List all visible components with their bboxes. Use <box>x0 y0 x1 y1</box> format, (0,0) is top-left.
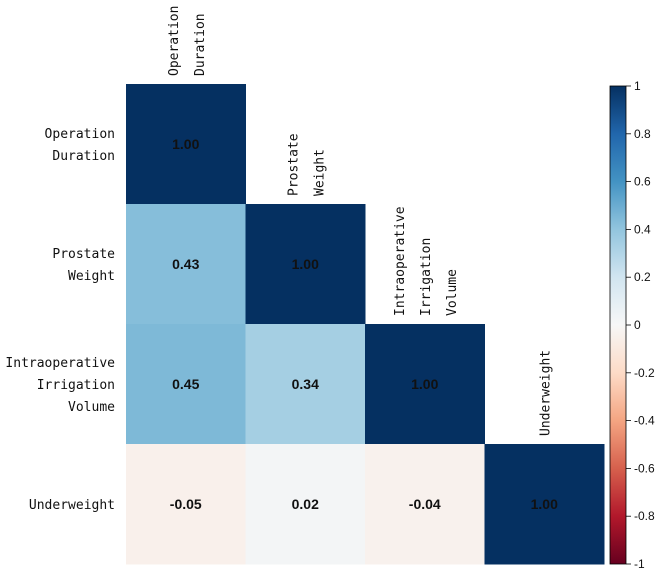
row-label-line: Irrigation <box>37 378 115 393</box>
heatmap-cell-underweight-operation-duration <box>126 444 246 565</box>
cell-value-label: 1.00 <box>292 256 319 272</box>
colorbar-tick-label: -0.6 <box>634 461 655 475</box>
row-label-underweight: Underweight <box>29 498 115 513</box>
column-label-line: Operation <box>167 6 182 76</box>
column-label-line: Underweight <box>538 350 553 436</box>
heatmap-cell-underweight-prostate-weight <box>245 444 366 565</box>
heatmap-cell-intraoperative-irrigation-volume-prostate-weight <box>245 324 366 445</box>
row-label-line: Weight <box>68 269 115 284</box>
row-label-intraoperative-irrigation-volume: Intraoperative Irrigation Volume <box>5 356 115 415</box>
column-label-line: Irrigation <box>419 238 434 316</box>
colorbar-tick-label: 0.2 <box>634 270 651 284</box>
colorbar-tick-label: 1 <box>634 79 641 93</box>
column-label-line: Volume <box>445 269 460 316</box>
colorbar-ticks: 1 0.8 0.6 0.4 0.2 0 -0.2 -0.4 -0.6 -0.8 -1 <box>626 79 655 571</box>
cell-value-label: 0.02 <box>292 496 319 512</box>
row-label-line: Duration <box>52 149 115 164</box>
colorbar-tick-label: -1 <box>634 557 645 571</box>
colorbar-tick-label: -0.8 <box>634 509 655 523</box>
heatmap-cell-prostate-weight-prostate-weight <box>245 204 366 325</box>
cell-value-label: -0.05 <box>170 496 202 512</box>
colorbar-tick-label: -0.2 <box>634 366 655 380</box>
colorbar-tick-label: 0.6 <box>634 175 651 189</box>
heatmap-cell-prostate-weight-operation-duration <box>126 204 246 325</box>
heatmap-cell-underweight-intraoperative-irrigation-volume <box>365 444 485 565</box>
cell-value-label: 1.00 <box>531 496 558 512</box>
colorbar: 1 0.8 0.6 0.4 0.2 0 -0.2 -0.4 -0.6 -0.8 -1 <box>609 79 655 571</box>
column-label-line: Prostate <box>286 133 301 196</box>
cell-value-label: 1.00 <box>411 376 438 392</box>
cell-value-label: 0.43 <box>172 256 199 272</box>
column-label-line: Weight <box>312 149 327 196</box>
cell-value-label: -0.04 <box>409 496 441 512</box>
colorbar-tick-label: 0 <box>634 318 641 332</box>
row-label-line: Volume <box>68 400 115 415</box>
row-label-operation-duration: Operation Duration <box>45 127 115 164</box>
colorbar-tick-label: 0.4 <box>634 222 651 236</box>
column-label-line: Intraoperative <box>393 206 408 316</box>
colorbar-gradient <box>609 85 627 565</box>
cell-value-label: 0.34 <box>292 376 319 392</box>
row-label-prostate-weight: Prostate Weight <box>52 247 115 284</box>
colorbar-tick-label: 0.8 <box>634 127 651 141</box>
row-labels: Operation Duration Prostate Weight Intraoper… <box>5 127 115 513</box>
heatmap-cell-underweight-underweight <box>484 444 605 565</box>
heatmap-cells: 1.00 0.43 1.00 0.45 0.34 1.00 -0.05 0.02 -0.04 1.… <box>126 84 605 565</box>
heatmap-cell-intraoperative-irrigation-volume-operation-duration <box>126 324 246 445</box>
row-label-line: Underweight <box>29 498 115 513</box>
row-label-line: Prostate <box>52 247 115 262</box>
row-label-line: Operation <box>45 127 115 142</box>
column-labels: Operation Duration Prostate Weight Intraoper… <box>167 6 554 436</box>
row-label-line: Intraoperative <box>5 356 115 371</box>
cell-value-label: 1.00 <box>172 136 199 152</box>
cell-value-label: 0.45 <box>172 376 199 392</box>
heatmap-cell-operation-duration-operation-duration <box>126 84 246 205</box>
column-label-line: Duration <box>193 13 208 76</box>
colorbar-tick-label: -0.4 <box>634 414 655 428</box>
heatmap-cell-intraoperative-irrigation-volume-intraoperative-irrigation-volume <box>365 324 485 445</box>
